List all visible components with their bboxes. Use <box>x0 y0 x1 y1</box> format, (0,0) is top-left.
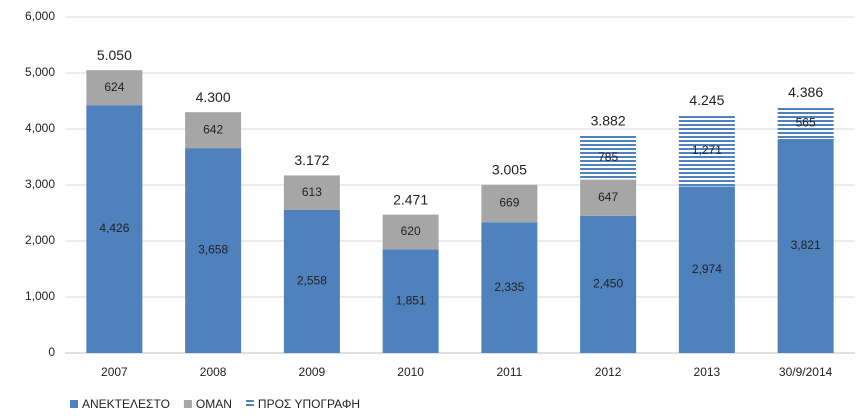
x-tick-label: 2007 <box>101 365 128 379</box>
x-tick-label: 2010 <box>397 365 424 379</box>
x-tick-label: 2011 <box>496 365 522 379</box>
value-label: 613 <box>302 185 322 199</box>
bar-segment <box>283 175 340 210</box>
bar-segment <box>185 112 242 149</box>
x-tick-label: 2009 <box>299 365 326 379</box>
value-label: 624 <box>104 80 124 94</box>
total-label: 5.050 <box>97 47 132 63</box>
value-label: 642 <box>203 122 223 136</box>
y-tick-label: 4,000 <box>25 121 55 135</box>
value-label: 1,271 <box>692 143 722 157</box>
value-label: 3,821 <box>791 238 821 252</box>
total-label: 2.471 <box>393 191 428 207</box>
bar-segment <box>481 184 538 223</box>
value-label: 2,335 <box>494 280 524 294</box>
x-tick-label: 30/9/2014 <box>779 365 833 379</box>
bar-segment <box>678 186 735 353</box>
value-label: 4,426 <box>99 221 129 235</box>
bar-segment <box>185 148 242 353</box>
bar-segment <box>580 179 637 216</box>
x-tick-label: 2012 <box>595 365 622 379</box>
y-tick-label: 2,000 <box>25 233 55 247</box>
value-label: 565 <box>796 115 816 129</box>
y-tick-label: 0 <box>48 345 55 359</box>
bar-segment <box>382 249 439 353</box>
bar-segment <box>86 105 143 353</box>
total-label: 4.300 <box>196 89 231 105</box>
value-label: 2,558 <box>297 274 327 288</box>
legend-swatch <box>70 400 78 408</box>
bar-segment <box>382 214 439 250</box>
value-label: 1,851 <box>396 293 426 307</box>
total-label: 3.005 <box>492 161 527 177</box>
legend-swatch <box>245 400 254 408</box>
bar-segment <box>777 107 834 140</box>
value-label: 647 <box>598 190 618 204</box>
legend-label: ΟΜΑΝ <box>196 397 232 411</box>
x-tick-label: 2013 <box>694 365 721 379</box>
bar-segment <box>580 215 637 353</box>
y-tick-label: 3,000 <box>25 177 55 191</box>
value-label: 2,450 <box>593 277 623 291</box>
bar-segment <box>86 70 143 106</box>
total-label: 4.245 <box>689 92 724 108</box>
y-tick-label: 1,000 <box>25 289 55 303</box>
value-label: 3,658 <box>198 243 228 257</box>
bar-segment <box>283 209 340 353</box>
total-label: 3.882 <box>591 112 626 128</box>
value-label: 620 <box>401 224 421 238</box>
y-tick-label: 5,000 <box>25 65 55 79</box>
bar-segment <box>678 115 735 187</box>
value-label: 669 <box>499 196 519 210</box>
bar-segment <box>777 139 834 353</box>
legend-label: ΠΡΟΣ ΥΠΟΓΡΑΦΗ <box>258 397 360 411</box>
value-label: 2,974 <box>692 262 722 276</box>
legend-swatch <box>183 400 192 408</box>
total-label: 3.172 <box>294 152 329 168</box>
total-label: 4.386 <box>788 84 823 100</box>
value-label: 785 <box>598 150 618 164</box>
x-tick-label: 2008 <box>200 365 227 379</box>
bar-segment <box>580 135 637 180</box>
y-tick-label: 6,000 <box>25 9 55 23</box>
bar-segment <box>481 222 538 353</box>
legend-label: ΑΝΕΚΤΕΛΕΣΤΟ <box>82 397 170 411</box>
